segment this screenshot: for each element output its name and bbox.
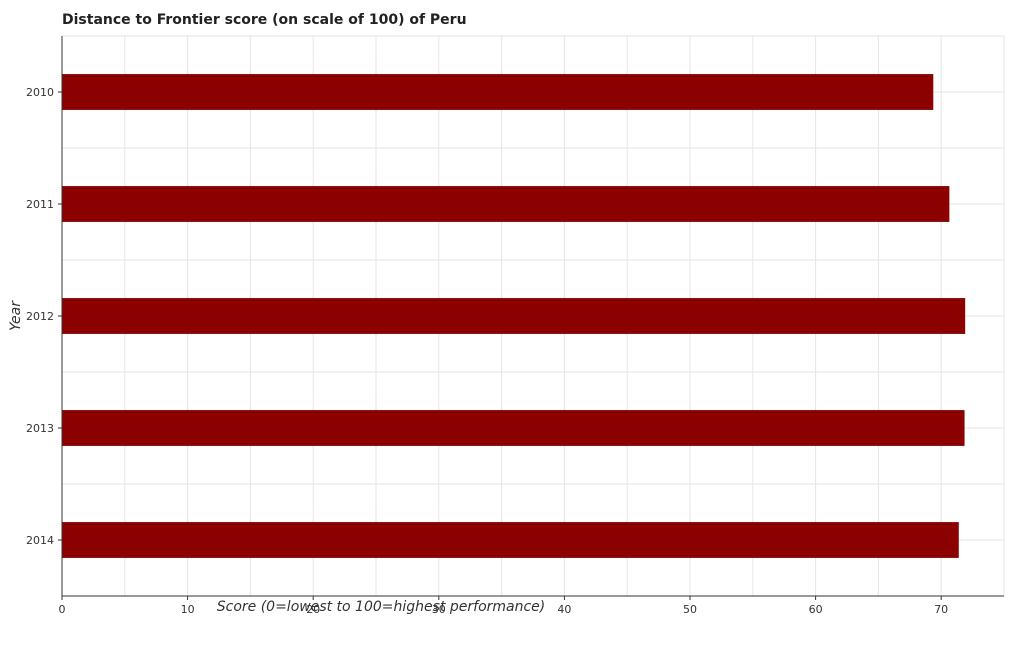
bar-2013 bbox=[62, 410, 965, 446]
x-tick-label: 70 bbox=[934, 603, 948, 616]
x-tick-label: 0 bbox=[59, 603, 66, 616]
x-tick-label: 10 bbox=[181, 603, 195, 616]
tick-labels: 0 10 20 30 40 50 60 70 2010 2011 2012 2013 2014 bbox=[26, 86, 948, 616]
bar-2010 bbox=[62, 74, 934, 110]
bar-2012 bbox=[62, 298, 966, 334]
y-tick-label: 2010 bbox=[26, 86, 54, 99]
x-tick-label: 60 bbox=[809, 603, 823, 616]
y-tick-label: 2011 bbox=[26, 198, 54, 211]
bars bbox=[62, 74, 966, 558]
y-tick-label: 2012 bbox=[26, 310, 54, 323]
y-tick-label: 2013 bbox=[26, 422, 54, 435]
bar-2011 bbox=[62, 186, 950, 222]
y-axis-label: Year bbox=[8, 300, 24, 331]
x-tick-label: 20 bbox=[306, 603, 320, 616]
x-tick-label: 30 bbox=[432, 603, 446, 616]
y-tick-label: 2014 bbox=[26, 534, 54, 547]
x-axis-label: Score (0=lowest to 100=highest performan… bbox=[217, 599, 546, 615]
x-tick-label: 40 bbox=[557, 603, 571, 616]
axes bbox=[58, 36, 1004, 600]
x-tick-label: 50 bbox=[683, 603, 697, 616]
chart-title: Distance to Frontier score (on scale of … bbox=[62, 12, 467, 28]
bar-2014 bbox=[62, 522, 959, 558]
